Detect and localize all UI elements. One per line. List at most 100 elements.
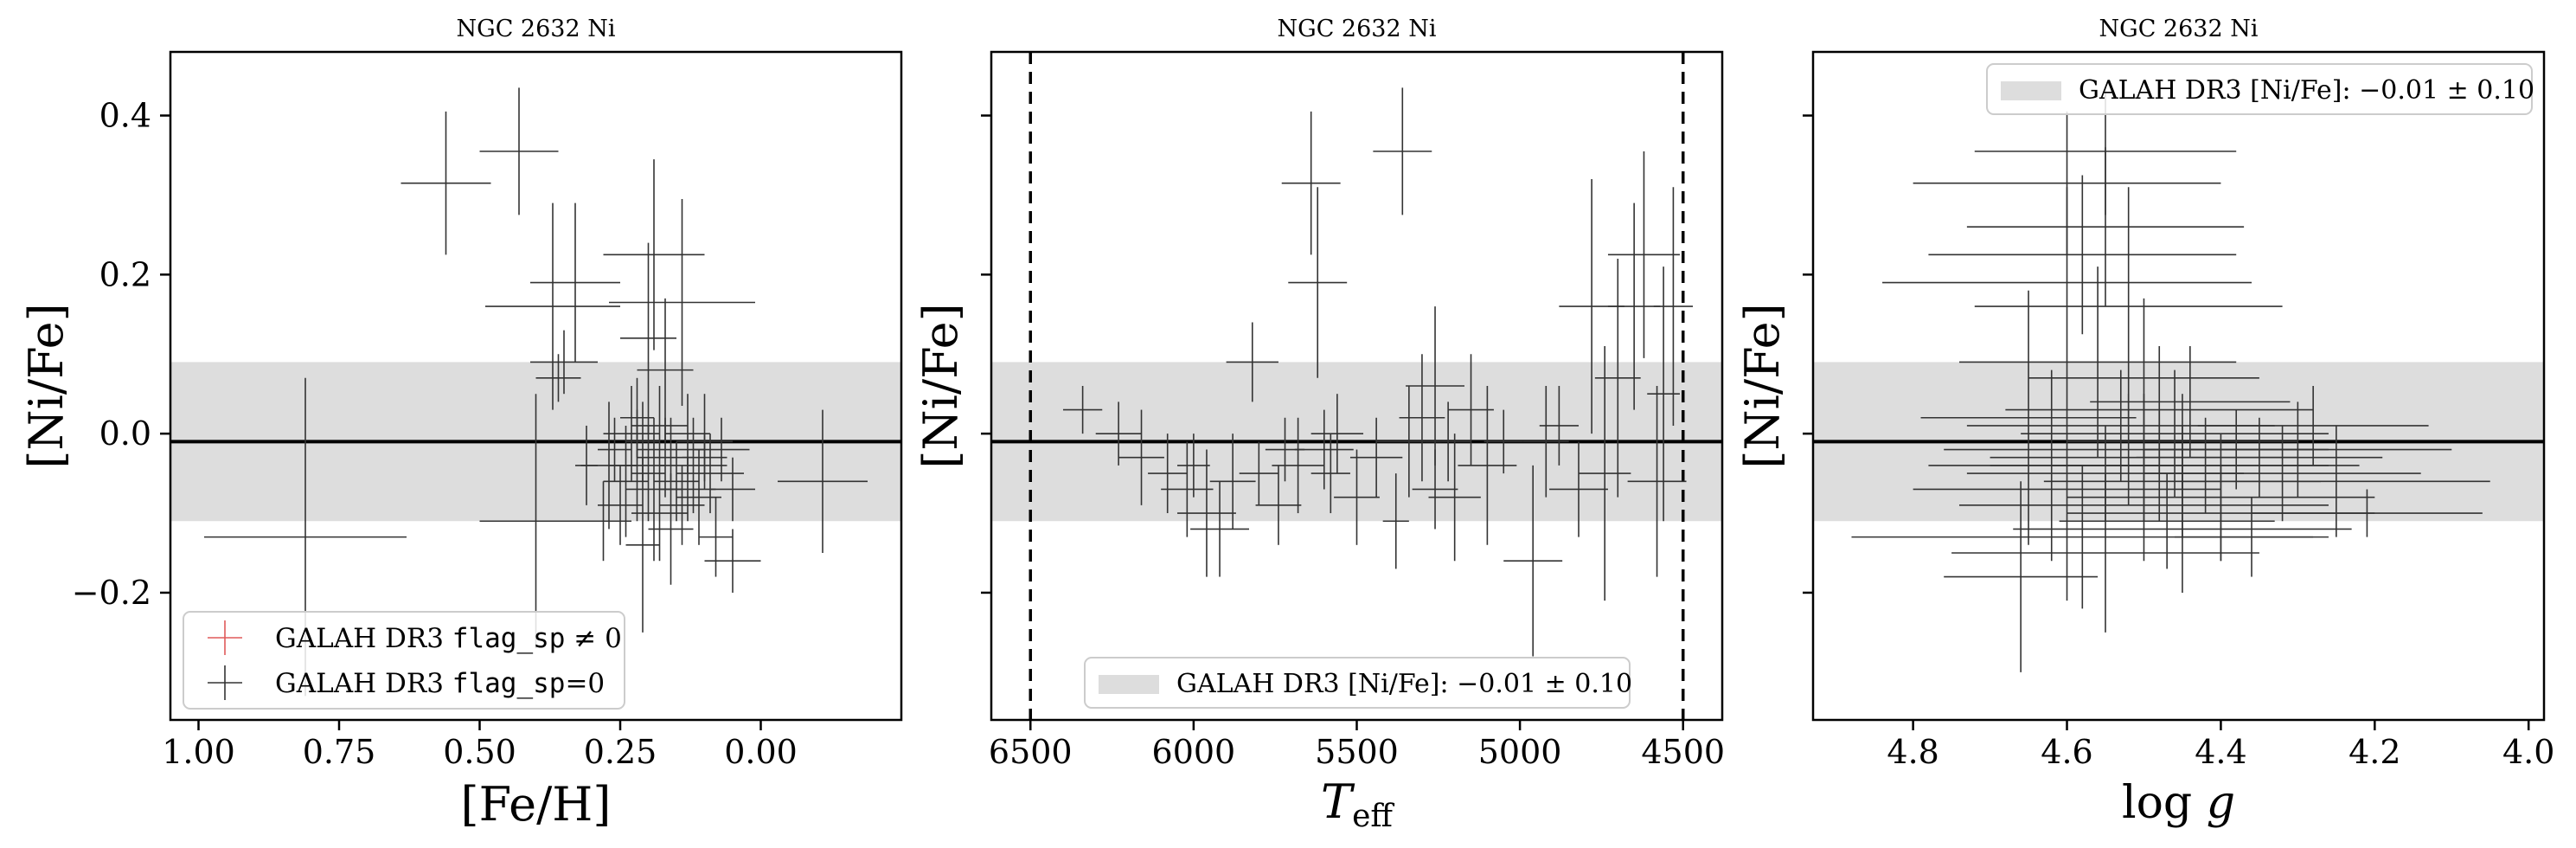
data-point — [1161, 441, 1214, 537]
x-tick-label: 4.8 — [1887, 733, 1938, 771]
data-point — [1428, 434, 1481, 562]
data-point — [1239, 441, 1278, 505]
data-point — [1177, 434, 1210, 498]
x-tick-label: 4.2 — [2349, 733, 2400, 771]
data-point — [659, 457, 716, 522]
data-point — [2143, 409, 2329, 490]
y-tick-label: 0.2 — [99, 255, 151, 293]
data-point — [2090, 346, 2291, 458]
plot-frame — [169, 50, 903, 722]
legend-label: GALAH DR3 [Ni/Fe]: −0.01 ± 0.10 — [2079, 75, 2534, 106]
data-point — [1549, 441, 1608, 537]
data-point — [598, 465, 643, 545]
data-point — [603, 425, 649, 537]
data-point — [1406, 306, 1464, 466]
data-point — [1148, 434, 1188, 514]
data-point — [1607, 151, 1680, 358]
x-axis-label: log g — [2122, 777, 2235, 829]
legend-swatch — [1099, 675, 1159, 694]
data-point — [1425, 402, 1471, 482]
x-tick-label: 0.00 — [724, 733, 798, 771]
x-tick-label: 1.00 — [162, 733, 235, 771]
data-point — [1255, 465, 1302, 545]
data-point — [1412, 449, 1458, 530]
panel-teff: 6500 6000 5500 5000 4500 NGC 2632 Ni Teff [N… — [913, 16, 1725, 834]
data-point — [1579, 346, 1631, 601]
y-tick-label: 0.4 — [99, 97, 151, 135]
y-axis-label: [Ni/Fe] — [19, 303, 74, 468]
legend-label: GALAH DR3 flag_sp=0 — [275, 668, 605, 699]
data-point — [1539, 386, 1580, 466]
data-point — [2143, 425, 2421, 522]
data-point — [1913, 377, 2221, 601]
plot-frame — [1811, 50, 2546, 722]
data-point — [535, 354, 581, 402]
data-point — [631, 386, 688, 466]
data-point — [1928, 369, 2176, 562]
data-point — [2013, 465, 2352, 593]
x-tick-label: 4.0 — [2502, 733, 2554, 771]
data-point — [648, 473, 694, 585]
data-point — [1190, 481, 1250, 577]
legend-label: GALAH DR3 [Ni/Fe]: −0.01 ± 0.10 — [1176, 669, 1632, 699]
data-point — [1653, 187, 1694, 426]
data-point — [2021, 369, 2329, 498]
data-point — [1399, 354, 1445, 482]
data-point — [479, 87, 559, 215]
data-point — [400, 111, 491, 255]
data-point — [1647, 267, 1680, 522]
data-point — [1448, 354, 1494, 466]
data-point — [1882, 187, 2252, 378]
data-point — [1095, 402, 1142, 466]
data-point — [1483, 409, 1523, 474]
data-point — [654, 441, 699, 522]
x-tick-label: 4.4 — [2195, 733, 2246, 771]
data-point — [530, 202, 620, 363]
data-point — [778, 409, 868, 553]
data-point — [682, 434, 727, 482]
data-point — [1349, 417, 1403, 498]
data-point — [1966, 147, 2245, 307]
data-point — [1522, 386, 1569, 498]
x-tick-label: 4.6 — [2041, 733, 2092, 771]
data-point — [1920, 290, 2137, 545]
data-point — [1310, 394, 1364, 474]
data-point — [530, 330, 598, 395]
data-point — [2059, 473, 2275, 569]
data-point — [1594, 258, 1641, 498]
data-point — [1503, 465, 1563, 657]
data-point — [1281, 111, 1341, 255]
data-point — [676, 449, 721, 545]
data-point — [659, 465, 705, 545]
x-axis-label: [Fe/H] — [461, 777, 612, 832]
data-point — [1288, 187, 1348, 378]
y-tick-label: −0.2 — [72, 574, 151, 612]
panel-title: NGC 2632 Ni — [1278, 16, 1437, 42]
x-tick-label: 4500 — [1641, 733, 1725, 771]
data-point — [1627, 386, 1687, 577]
data-point — [1944, 481, 2099, 672]
data-point — [1607, 202, 1661, 410]
x-tick-label: 6000 — [1152, 733, 1236, 771]
data-point — [1928, 175, 2237, 335]
x-tick-label: 0.75 — [303, 733, 376, 771]
x-tick-label: 5000 — [1478, 733, 1562, 771]
panel-feh: 1.00 0.75 0.50 0.25 0.00 0.4 0.2 0.0 −0.2 NGC 26… — [19, 16, 903, 832]
legend-box — [183, 611, 625, 710]
data-point — [1265, 417, 1305, 482]
data-point — [1118, 409, 1164, 505]
legend-swatch — [2001, 81, 2061, 100]
data-point — [485, 202, 620, 410]
legend-box — [1084, 657, 1631, 709]
legend-label: GALAH DR3 flag_sp ≠ 0 — [275, 623, 622, 654]
panel-title: NGC 2632 Ni — [2099, 16, 2259, 42]
x-axis-label: Teff — [1321, 774, 1394, 834]
data-point — [609, 199, 755, 406]
y-axis-label: [Ni/Fe] — [1735, 303, 1790, 468]
data-point — [693, 417, 750, 482]
data-point — [620, 242, 676, 434]
x-tick-label: 0.50 — [443, 733, 516, 771]
data-point — [2252, 489, 2483, 537]
data-point — [575, 425, 598, 505]
data-point — [699, 497, 733, 577]
